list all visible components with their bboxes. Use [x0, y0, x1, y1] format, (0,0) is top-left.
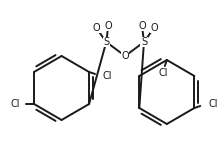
- Text: Cl: Cl: [103, 71, 112, 81]
- Text: O: O: [138, 21, 146, 31]
- Text: Cl: Cl: [158, 68, 168, 78]
- Text: O: O: [150, 23, 158, 33]
- Text: O: O: [104, 21, 112, 31]
- Text: Cl: Cl: [11, 99, 20, 109]
- Text: O: O: [93, 23, 100, 33]
- Text: S: S: [141, 37, 147, 47]
- Text: S: S: [103, 37, 109, 47]
- Text: Cl: Cl: [208, 99, 218, 109]
- Text: O: O: [121, 51, 129, 61]
